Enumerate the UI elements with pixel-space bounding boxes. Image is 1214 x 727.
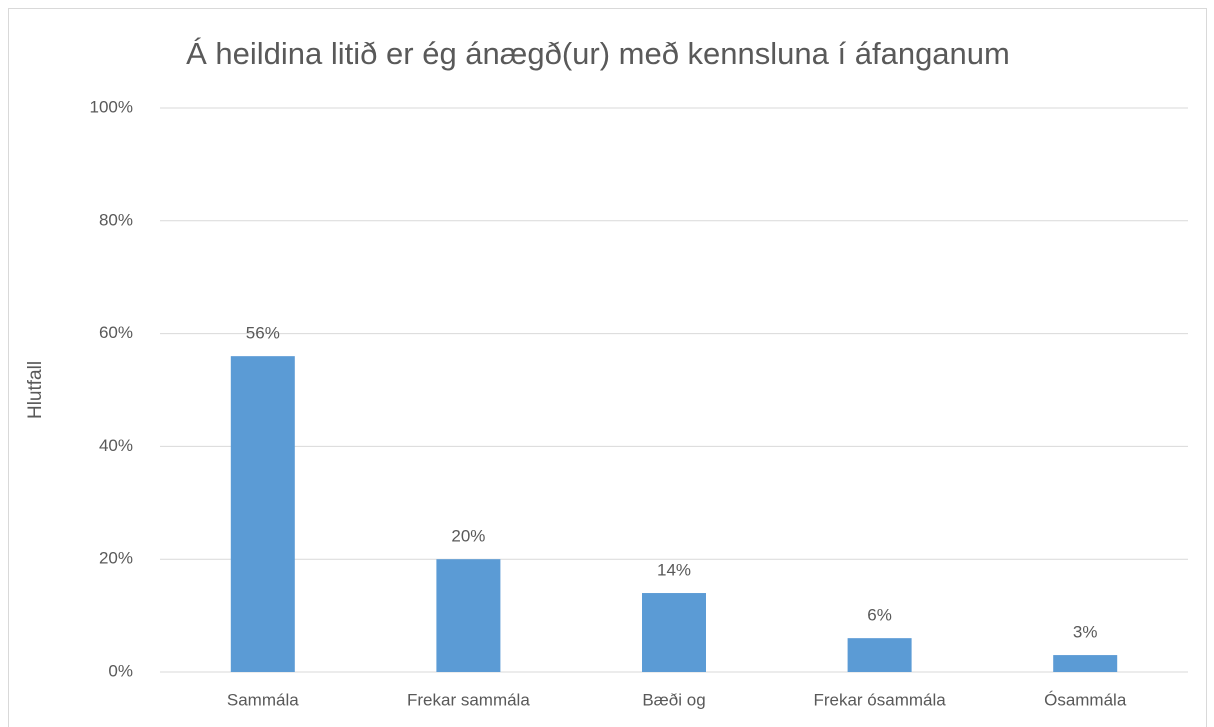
y-tick-label: 0% (108, 661, 133, 680)
data-label: 3% (1073, 623, 1098, 642)
y-tick-label: 20% (99, 549, 133, 568)
y-tick-label: 80% (99, 210, 133, 229)
bar (847, 638, 912, 672)
bar (230, 356, 295, 672)
x-tick-label: Bæði og (642, 690, 705, 709)
y-tick-label: 40% (99, 436, 133, 455)
y-axis-label: Hlutfall (25, 361, 46, 419)
bar (436, 559, 501, 672)
chart-frame (8, 8, 1207, 727)
data-label: 20% (451, 527, 485, 546)
x-tick-label: Frekar ósammála (813, 690, 946, 709)
data-label: 14% (657, 561, 691, 580)
data-label: 6% (867, 606, 892, 625)
y-tick-label: 60% (99, 323, 133, 342)
bar (1053, 655, 1118, 672)
data-label: 56% (246, 324, 280, 343)
chart-title: Á heildina litið er ég ánægð(ur) með ken… (186, 36, 1010, 71)
x-tick-label: Sammála (227, 690, 299, 709)
x-tick-label: Frekar sammála (407, 690, 530, 709)
x-tick-label: Ósammála (1044, 690, 1127, 709)
bar (642, 593, 706, 672)
y-tick-label: 100% (90, 97, 133, 116)
